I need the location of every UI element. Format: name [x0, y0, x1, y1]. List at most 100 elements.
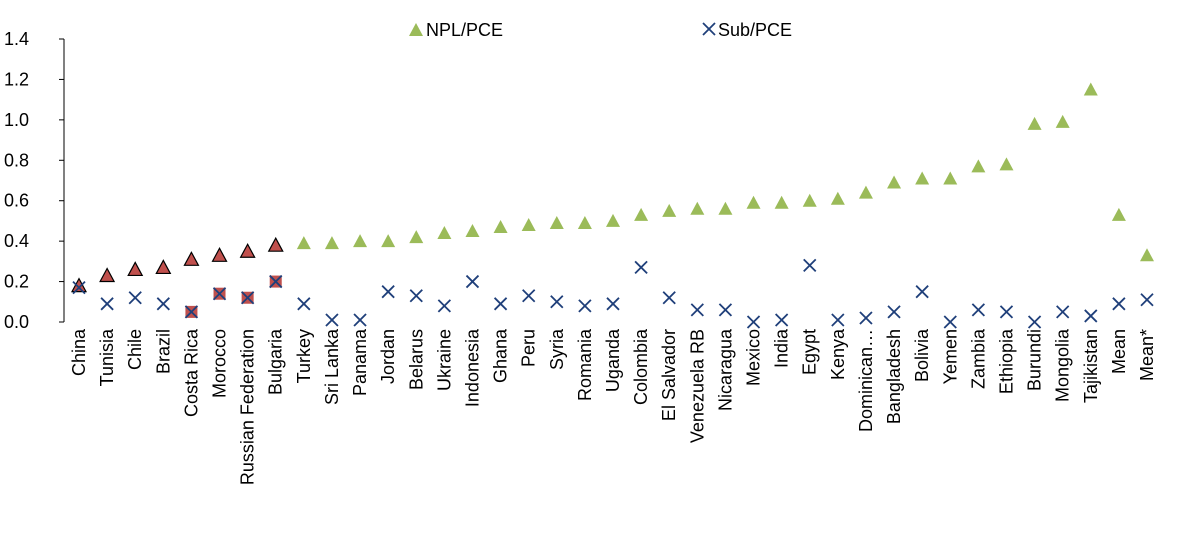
sub-pce-point-mexico — [746, 315, 761, 329]
sub-pce-point-india — [774, 313, 789, 327]
npl-pce-point-turkey — [296, 236, 311, 250]
sub-pce-point-yemen-stroke-b — [943, 315, 957, 329]
sub-pce-point-china-stroke-b — [72, 280, 86, 295]
sub-pce-point-dominican — [859, 311, 873, 325]
npl-pce-point-indonesia — [465, 224, 480, 238]
npl-pce-point-ukraine — [437, 226, 452, 240]
sub-pce-point-russian-federation — [240, 291, 255, 305]
x-axis-ticks: China Tunisia Chile Brazil Costa Rica Morocco… — [69, 328, 1157, 485]
x-tick-label-yemen: Yemen — [940, 329, 960, 384]
npl-pce-point-mean — [1140, 248, 1154, 262]
sub-pce-point-venezuela-rb-stroke-b — [690, 303, 704, 317]
npl-pce-point-zambia — [971, 159, 986, 173]
npl-pce-point-india — [774, 195, 789, 209]
npl-pce-point-burundi — [1027, 116, 1042, 130]
y-tick-label: 1.4 — [4, 29, 29, 49]
x-tick-label-mean: Mean — [1109, 329, 1129, 374]
sub-pce-point-indonesia-stroke-b — [465, 274, 480, 289]
x-tick-label-bulgaria: Bulgaria — [266, 328, 286, 395]
sub-pce-point-jordan-stroke-b — [381, 285, 395, 299]
sub-pce-point-mongolia-stroke-b — [1056, 305, 1070, 319]
sub-pce-point-yemen — [943, 315, 957, 329]
x-tick-label-mean: Mean* — [1137, 329, 1157, 381]
x-tick-label-brazil: Brazil — [153, 329, 173, 374]
x-tick-label-china: China — [69, 328, 89, 376]
sub-pce-point-bolivia — [915, 285, 929, 299]
sub-pce-point-sri-lanka-stroke-b — [325, 313, 339, 327]
x-tick-label-mongolia: Mongolia — [1053, 328, 1073, 402]
sub-pce-point-peru — [522, 289, 536, 303]
x-tick-label-nicaragua: Nicaragua — [715, 328, 735, 411]
y-tick-label: 0.4 — [4, 231, 29, 251]
sub-pce-point-chile — [128, 291, 142, 305]
npl-pce-point-peru — [521, 217, 536, 231]
y-tick-label: 0.2 — [4, 272, 29, 292]
x-tick-label-burundi: Burundi — [1025, 329, 1045, 391]
x-tick-label-romania: Romania — [575, 328, 595, 401]
sub-pce-point-indonesia — [465, 274, 480, 289]
sub-pce-point-brazil — [156, 297, 170, 311]
x-tick-label-colombia: Colombia — [631, 328, 651, 405]
x-tick-label-sri-lanka: Sri Lanka — [322, 328, 342, 405]
sub-pce-point-syria-stroke-b — [550, 295, 564, 309]
sub-pce-point-peru-stroke-b — [522, 289, 536, 303]
npl-pce-point-ghana — [493, 219, 508, 233]
y-tick-label: 0.0 — [4, 312, 29, 332]
sub-pce-point-romania — [578, 299, 592, 313]
sub-pce-point-bangladesh — [887, 305, 901, 319]
npl-pce-point-morocco — [211, 247, 228, 262]
sub-pce-point-tunisia-stroke-b — [100, 297, 114, 311]
x-tick-label-tunisia: Tunisia — [97, 328, 117, 386]
chart-marks — [70, 82, 1154, 329]
x-tick-label-ghana: Ghana — [491, 328, 511, 383]
sub-pce-point-mean-stroke-b — [1140, 293, 1154, 307]
npl-pce-point-mexico — [746, 195, 761, 209]
npl-pce-point-venezuela-rb — [690, 201, 705, 215]
x-tick-label-panama: Panama — [350, 328, 370, 396]
x-tick-label-bangladesh: Bangladesh — [884, 329, 904, 424]
sub-pce-point-ukraine-stroke-b — [437, 299, 452, 313]
sub-pce-point-ethiopia-stroke-b — [999, 305, 1014, 319]
sub-pce-point-burundi — [1027, 315, 1042, 329]
sub-pce-point-ghana-stroke-b — [493, 297, 508, 311]
npl-pce-point-chile — [127, 261, 144, 277]
legend-marker-sub-pce — [702, 22, 716, 36]
sub-pce-point-venezuela-rb — [690, 303, 704, 317]
npl-pce-point-bulgaria — [267, 236, 284, 252]
npl-pce-point-costa-rica — [183, 251, 200, 266]
npl-pce-point-china — [70, 277, 88, 293]
npl-pce-point-bolivia — [915, 171, 930, 185]
npl-pce-point-ethiopia — [999, 157, 1014, 171]
npl-pce-point-romania — [577, 215, 592, 229]
sub-pce-point-tunisia — [100, 297, 114, 311]
npl-pce-point-nicaragua — [718, 201, 733, 215]
sub-pce-point-colombia — [634, 260, 648, 275]
y-tick-label: 1.0 — [4, 110, 29, 130]
x-tick-label-egypt: Egypt — [800, 329, 820, 375]
sub-pce-point-el-salvador-stroke-b — [662, 291, 676, 305]
sub-pce-point-uganda — [606, 297, 620, 311]
x-tick-label-venezuela-rb: Venezuela RB — [687, 329, 707, 443]
npl-pce-point-colombia — [634, 207, 649, 221]
sub-pce-point-panama-stroke-b — [353, 313, 367, 327]
sub-pce-point-egypt-stroke-b — [803, 258, 817, 273]
sub-pce-point-morocco — [212, 287, 227, 301]
x-tick-label-jordan: Jordan — [378, 329, 398, 384]
legend-label-npl-pce: NPL/PCE — [426, 20, 503, 40]
x-tick-label-ethiopia: Ethiopia — [996, 328, 1016, 394]
sub-pce-point-turkey — [297, 297, 311, 311]
npl-pce-point-sri-lanka — [324, 236, 339, 250]
sub-pce-point-egypt — [803, 258, 817, 273]
sub-pce-point-nicaragua-stroke-b — [718, 303, 733, 317]
sub-pce-point-china — [72, 280, 86, 295]
sub-pce-point-syria — [550, 295, 564, 309]
legend-marker-npl-pce — [409, 23, 423, 36]
sub-pce-point-uganda-stroke-b — [606, 297, 620, 311]
sub-pce-point-bulgaria-stroke-b — [269, 274, 283, 289]
npl-pce-point-russian-federation — [239, 242, 256, 258]
npl-pce-point-belarus — [409, 230, 424, 244]
x-tick-label-bolivia: Bolivia — [912, 328, 932, 382]
sub-pce-point-mean — [1140, 293, 1154, 307]
sub-pce-point-ghana — [493, 297, 508, 311]
sub-pce-point-morocco-stroke-b — [212, 287, 227, 301]
